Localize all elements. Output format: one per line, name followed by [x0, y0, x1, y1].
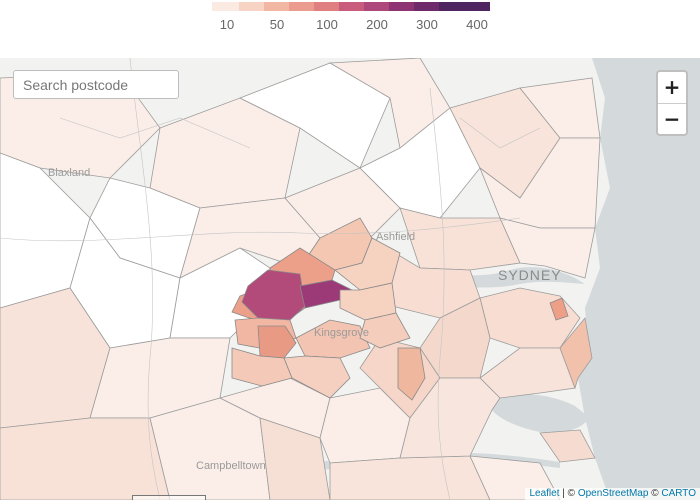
region[interactable] [257, 325, 297, 359]
legend-swatch-7 [364, 2, 389, 11]
carto-link[interactable]: CARTO [661, 488, 696, 499]
region[interactable] [284, 167, 401, 239]
legend-swatch-9 [414, 2, 439, 11]
legend-label-400: 400 [466, 17, 488, 32]
map-attribution: Leaflet | © OpenStreetMap © CARTO [525, 488, 700, 500]
legend-swatch-10 [439, 2, 490, 11]
region[interactable] [397, 347, 426, 401]
region[interactable] [239, 62, 391, 169]
region-highest[interactable] [241, 269, 306, 321]
legend-label-300: 300 [416, 17, 438, 32]
legend-swatch-5 [314, 2, 339, 11]
region[interactable] [0, 417, 171, 500]
botany-bay [492, 394, 590, 434]
place-label-ashfield: Ashfield [376, 231, 415, 243]
leaflet-link[interactable]: Leaflet [529, 488, 560, 499]
region[interactable] [559, 317, 593, 390]
attribution-separator: © [648, 488, 662, 499]
zoom-control: + − [656, 70, 688, 136]
postcode-search-input[interactable] [13, 70, 179, 99]
legend-swatch-1 [212, 2, 239, 11]
region[interactable] [539, 429, 596, 463]
place-label-kingsgrove: Kingsgrove [314, 327, 369, 339]
legend-label-10: 10 [219, 17, 235, 32]
region[interactable] [549, 297, 569, 321]
osm-link[interactable]: OpenStreetMap [577, 488, 649, 499]
map-legend: 10 50 100 200 300 400 [212, 0, 490, 34]
zoom-out-button[interactable]: − [663, 107, 681, 131]
road-lines [0, 58, 541, 500]
region[interactable] [359, 312, 411, 349]
legend-swatch-6 [339, 2, 364, 11]
region[interactable] [329, 455, 491, 500]
legend-swatch-8 [389, 2, 414, 11]
legend-swatch-4 [289, 2, 314, 11]
legend-label-50: 50 [269, 17, 285, 32]
map-canvas[interactable]: Blaxland Ashfield SYDNEY Kingsgrove Camp… [0, 58, 700, 500]
place-label-sydney: SYDNEY [498, 267, 562, 283]
place-label-blaxland: Blaxland [48, 167, 90, 179]
place-label-campbelltown: Campbelltown [196, 460, 266, 472]
region[interactable] [399, 377, 501, 459]
region[interactable] [259, 417, 331, 500]
choropleth-map[interactable]: Blaxland Ashfield SYDNEY Kingsgrove Camp… [0, 58, 700, 500]
zoom-in-button[interactable]: + [658, 72, 686, 104]
region[interactable] [283, 355, 351, 399]
scale-bar [132, 495, 206, 500]
legend-label-200: 200 [366, 17, 388, 32]
ocean [578, 58, 700, 500]
legend-swatch-3 [264, 2, 289, 11]
postcode-regions [0, 58, 601, 500]
legend-label-100: 100 [316, 17, 338, 32]
region[interactable] [499, 217, 596, 279]
hotspot-regions [231, 217, 569, 401]
attribution-separator: | © [559, 488, 578, 499]
legend-swatch-2 [239, 2, 264, 11]
